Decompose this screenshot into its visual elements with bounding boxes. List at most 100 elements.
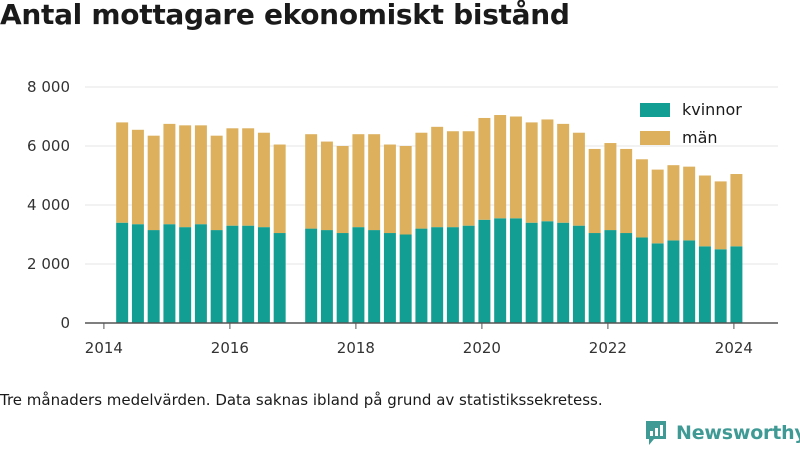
bar-kvinnor <box>525 222 538 323</box>
legend-swatch-man <box>640 131 670 145</box>
bar-man <box>399 146 412 235</box>
bar-kvinnor <box>604 230 617 323</box>
bar-kvinnor <box>635 237 648 323</box>
bar-kvinnor <box>572 225 585 323</box>
bar-man <box>730 174 743 247</box>
y-tick-label: 0 <box>60 314 70 332</box>
bar-man <box>163 123 176 225</box>
x-tick-label: 2024 <box>715 339 753 357</box>
bar-man <box>415 132 428 229</box>
bar-man <box>604 143 617 231</box>
bar-man <box>667 165 680 241</box>
bar-kvinnor <box>541 221 554 323</box>
bar-man <box>446 131 459 228</box>
newsworthy-icon <box>646 421 666 445</box>
bar-kvinnor <box>242 225 255 323</box>
bar-kvinnor <box>399 234 412 323</box>
y-tick-label: 6 000 <box>27 137 70 155</box>
bar-man <box>210 135 223 231</box>
bar-man <box>478 117 491 220</box>
bar-kvinnor <box>116 222 129 323</box>
bar-man <box>635 159 648 238</box>
bar-kvinnor <box>509 218 522 323</box>
bar-kvinnor <box>620 233 633 323</box>
bar-kvinnor <box>179 227 192 324</box>
bar-kvinnor <box>698 246 711 323</box>
bar-kvinnor <box>431 227 444 324</box>
bar-man <box>179 125 192 228</box>
axes: 0 2 000 4 000 6 000 8 000 2014 2016 2018 2020 202… <box>27 78 778 357</box>
x-tick-label: 2014 <box>85 339 123 357</box>
bar-kvinnor <box>147 230 160 323</box>
bar-kvinnor <box>478 219 491 323</box>
bar-kvinnor <box>494 218 507 323</box>
bar-man <box>588 148 601 234</box>
bar-kvinnor <box>588 233 601 323</box>
bar-man <box>714 181 727 250</box>
bar-man <box>116 122 129 223</box>
bar-man <box>462 131 475 226</box>
bar-man <box>352 134 365 228</box>
bar-kvinnor <box>714 249 727 323</box>
bar-man <box>242 128 255 226</box>
bar-man <box>683 166 696 241</box>
bar-kvinnor <box>368 230 381 323</box>
x-tick-label: 2022 <box>589 339 627 357</box>
bar-kvinnor <box>730 246 743 323</box>
bars <box>116 115 743 324</box>
bar-kvinnor <box>651 243 664 323</box>
legend-label-kvinnor: kvinnor <box>682 100 742 119</box>
bar-kvinnor <box>462 225 475 323</box>
bar-man <box>572 132 585 226</box>
bar-kvinnor <box>257 227 270 324</box>
legend-label-man: män <box>682 128 718 147</box>
bar-kvinnor <box>226 225 239 323</box>
bar-kvinnor <box>352 227 365 324</box>
bar-man <box>557 123 570 223</box>
bar-man <box>368 134 381 231</box>
bar-man <box>620 148 633 234</box>
bar-kvinnor <box>557 222 570 323</box>
bar-man <box>305 134 318 229</box>
bar-kvinnor <box>320 230 333 323</box>
x-tick-label: 2020 <box>463 339 501 357</box>
x-tick-label: 2016 <box>211 339 249 357</box>
bar-kvinnor <box>210 230 223 323</box>
bar-man <box>431 126 444 228</box>
y-tick-label: 4 000 <box>27 196 70 214</box>
footnote: Tre månaders medelvärden. Data saknas ib… <box>0 391 603 409</box>
bar-man <box>194 125 207 225</box>
chart-title: Antal mottagare ekonomiskt bistånd <box>0 0 570 31</box>
bar-kvinnor <box>305 228 318 323</box>
bar-kvinnor <box>131 224 144 323</box>
bar-kvinnor <box>667 240 680 323</box>
brand-name: Newsworthy <box>676 422 800 444</box>
bar-kvinnor <box>415 228 428 323</box>
bar-man <box>226 128 239 226</box>
bar-kvinnor <box>683 240 696 323</box>
bar-man <box>698 175 711 247</box>
bar-man <box>147 135 160 231</box>
bar-man <box>541 119 554 222</box>
bar-man <box>131 129 144 225</box>
bar-man <box>494 115 507 219</box>
bar-kvinnor <box>163 224 176 323</box>
bar-kvinnor <box>273 233 286 323</box>
bar-kvinnor <box>194 224 207 323</box>
newsworthy-logo: Newsworthy <box>644 419 800 447</box>
bar-man <box>257 132 270 228</box>
stacked-bar-chart: 0 2 000 4 000 6 000 8 000 2014 2016 2018 2020 202… <box>27 78 778 357</box>
bar-man <box>651 169 664 244</box>
x-tick-label: 2018 <box>337 339 375 357</box>
bar-man <box>383 144 396 234</box>
bar-man <box>273 144 286 234</box>
bar-man <box>525 122 538 223</box>
y-tick-label: 2 000 <box>27 255 70 273</box>
y-tick-label: 8 000 <box>27 78 70 96</box>
bar-kvinnor <box>446 227 459 324</box>
bar-man <box>509 116 522 219</box>
bar-man <box>336 146 349 234</box>
bar-kvinnor <box>383 233 396 323</box>
legend: kvinnor män <box>640 100 742 147</box>
bar-man <box>320 141 333 231</box>
